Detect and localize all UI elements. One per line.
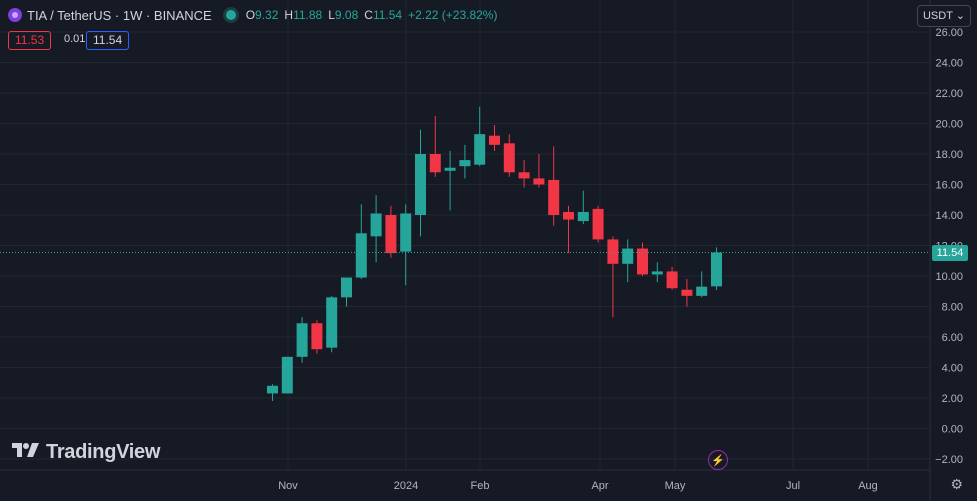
change-value: +2.22 (+23.82%) — [408, 8, 498, 22]
candle-body — [607, 239, 619, 264]
candle-body — [503, 143, 515, 173]
candle-body — [281, 356, 293, 394]
candle-body — [489, 135, 500, 145]
y-tick-label: 6.00 — [942, 332, 963, 344]
y-tick-label: 22.00 — [935, 88, 963, 100]
candle-body — [533, 178, 545, 185]
y-tick-label: 0.00 — [942, 424, 963, 436]
candle-body — [711, 252, 722, 287]
candle-body — [341, 277, 352, 298]
open-value: O9.32 — [245, 8, 279, 22]
close-value: C11.54 — [364, 8, 403, 22]
high-value: H11.88 — [284, 8, 323, 22]
candle-body — [385, 215, 397, 254]
candle-body — [311, 323, 323, 350]
tia-coin-icon — [8, 8, 22, 22]
candle-body — [622, 248, 634, 264]
y-tick-label: 2.00 — [942, 393, 963, 405]
tradingview-logo-icon — [12, 442, 40, 463]
candle-body — [459, 160, 471, 167]
candle-body — [637, 248, 648, 275]
candle-body — [474, 134, 486, 165]
candle-body — [563, 211, 574, 220]
candle-body — [326, 297, 338, 348]
y-tick-label: −2.00 — [935, 454, 963, 466]
candle-body — [666, 271, 678, 289]
tradingview-watermark: TradingView — [12, 441, 160, 464]
candle-body — [267, 385, 278, 394]
y-tick-label: 26.00 — [935, 27, 963, 39]
candle-body — [400, 213, 412, 252]
y-tick-label: 18.00 — [935, 149, 963, 161]
y-tick-label: 16.00 — [935, 180, 963, 192]
y-tick-label: 14.00 — [935, 210, 963, 222]
candle-body — [296, 323, 308, 357]
x-tick-label: Apr — [591, 480, 608, 492]
x-tick-label: Jul — [786, 480, 800, 492]
lightning-icon[interactable]: ⚡ — [708, 450, 728, 470]
sell-price-button[interactable]: 11.53 — [8, 31, 52, 50]
x-tick-label: Feb — [471, 480, 490, 492]
low-value: L9.08 — [328, 8, 359, 22]
candle-body — [518, 172, 530, 179]
y-tick-label: 8.00 — [942, 302, 963, 314]
x-tick-label: May — [665, 480, 686, 492]
y-tick-label: 24.00 — [935, 58, 963, 70]
x-tick-label: Nov — [278, 480, 298, 492]
chart-header: TIA / TetherUS · 1W · BINANCE O9.32 H11.… — [8, 6, 497, 24]
candle-body — [681, 289, 693, 296]
x-tick-label: Aug — [858, 480, 878, 492]
gear-icon[interactable]: ⚙ — [950, 476, 963, 492]
y-tick-label: 20.00 — [935, 119, 963, 131]
candle-body — [651, 271, 663, 275]
watermark-text: TradingView — [46, 441, 161, 463]
candle-body — [444, 167, 456, 171]
y-tick-label: 10.00 — [935, 271, 963, 283]
buy-price-button[interactable]: 11.54 — [86, 31, 130, 50]
last-price-label: 11.54 — [932, 244, 968, 261]
candle-body — [355, 233, 367, 278]
symbol-title[interactable]: TIA / TetherUS · 1W · BINANCE — [27, 7, 212, 23]
spread-value: 0.01 — [64, 33, 86, 45]
y-tick-label: 4.00 — [942, 363, 963, 375]
candle-body — [415, 154, 426, 215]
candle-body — [370, 213, 382, 237]
x-tick-label: 2024 — [394, 480, 418, 492]
currency-label: USDT — [922, 10, 953, 22]
candle-body — [696, 286, 708, 296]
candle-body — [577, 211, 589, 222]
currency-selector[interactable]: USDT ⌄ — [916, 5, 971, 27]
market-open-status-icon — [225, 10, 236, 20]
chevron-down-icon: ⌄ — [955, 10, 965, 22]
candle-body — [592, 208, 604, 240]
candle-body — [548, 179, 560, 215]
candle-body — [429, 154, 441, 173]
